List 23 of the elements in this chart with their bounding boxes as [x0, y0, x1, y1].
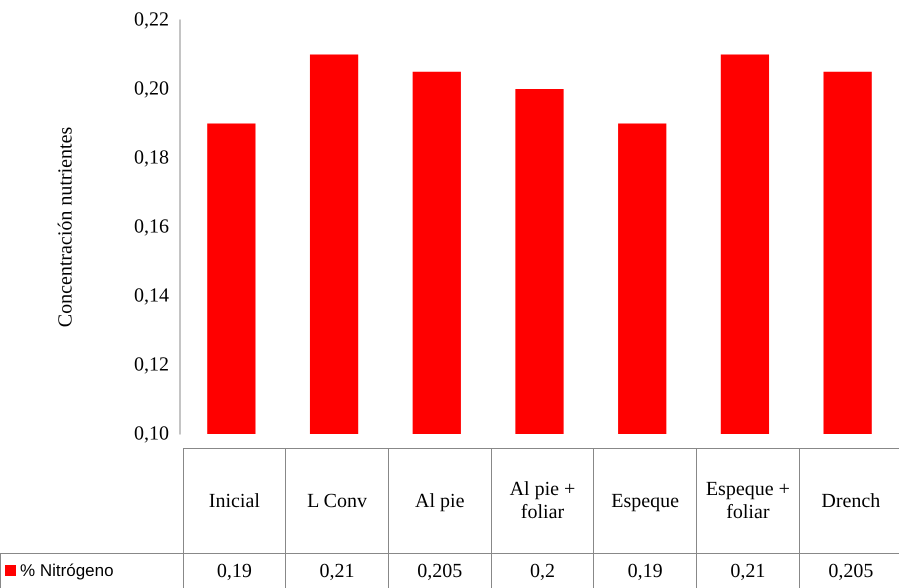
- y-tick-label: 0,10: [134, 422, 169, 444]
- legend-label: % Nitrógeno: [0, 554, 183, 588]
- data-label: 0,19: [594, 554, 697, 588]
- x-tick-label: Inicial: [183, 448, 286, 554]
- data-label: 0,2: [491, 554, 594, 588]
- x-tick-label: Al pie + foliar: [491, 448, 594, 554]
- data-label: 0,205: [388, 554, 492, 588]
- y-axis-title: Concentración nutrientes: [54, 126, 76, 328]
- y-tick-label: 0,16: [134, 215, 169, 238]
- y-tick-label: 0,18: [134, 146, 169, 168]
- x-tick-label: Drench: [799, 448, 899, 554]
- y-tick-label: 0,20: [134, 77, 169, 100]
- x-tick-label: Espeque + foliar: [696, 448, 800, 554]
- y-tick-label: 0,12: [134, 353, 169, 376]
- x-tick-label: L Conv: [286, 448, 388, 554]
- data-label: 0,205: [799, 554, 899, 588]
- x-tick-label: Espeque: [594, 448, 697, 554]
- data-label: 0,21: [696, 554, 800, 588]
- data-label: 0,21: [286, 554, 388, 588]
- x-tick-label: Al pie: [388, 448, 492, 554]
- data-label: 0,19: [183, 554, 286, 588]
- y-tick-label: 0,22: [134, 8, 169, 30]
- y-tick-label: 0,14: [134, 284, 169, 306]
